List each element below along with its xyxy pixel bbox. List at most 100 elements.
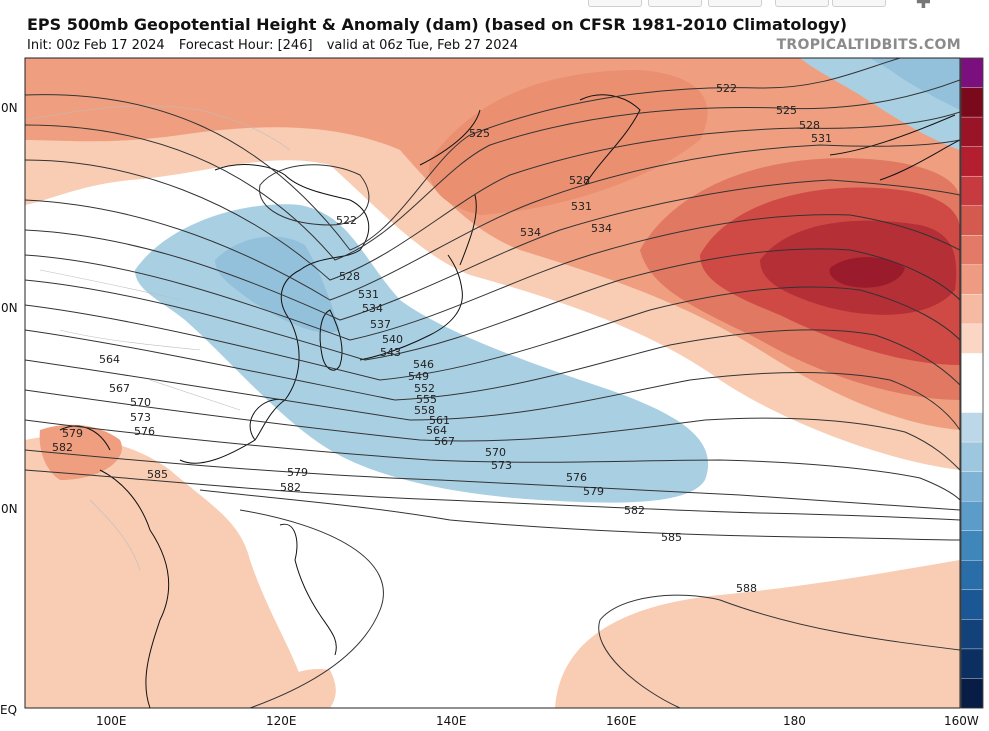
forecast-hour: Forecast Hour: [246]	[178, 38, 313, 53]
contour-label: 573	[491, 459, 512, 472]
colorbar-swatch	[960, 382, 984, 414]
contour-label: 582	[624, 504, 645, 517]
colorbar-swatch	[960, 294, 984, 325]
colorbar-swatch	[960, 175, 984, 207]
contour-label: 576	[134, 425, 155, 438]
colorbar-frame	[960, 57, 984, 709]
contour-label: 555	[416, 393, 437, 406]
contour-label: 546	[413, 358, 434, 371]
colorbar-swatch	[960, 560, 984, 591]
positive-anomaly-mid	[25, 58, 960, 480]
contour-label: 579	[583, 485, 604, 498]
contour-label: 582	[280, 481, 301, 494]
lon-label: 120E	[266, 714, 297, 728]
lon-label: 100E	[96, 714, 127, 728]
colorbar-swatch	[960, 87, 984, 118]
contour-label: 570	[485, 446, 506, 459]
contour-label: 564	[426, 424, 447, 437]
contour-label: 570	[130, 396, 151, 409]
contour-label: 552	[414, 382, 435, 395]
contour-label: 576	[566, 471, 587, 484]
latitude-labels: 0N 0N 0N EQ	[0, 101, 18, 717]
positive-anomaly-core	[640, 158, 960, 400]
plus-icon[interactable]: ✚	[915, 0, 931, 13]
colorbar-swatch	[960, 146, 984, 177]
lat-label: 0N	[1, 101, 18, 115]
colorbar-swatch	[960, 116, 984, 148]
contour-label: 579	[62, 427, 83, 440]
contour-label: 588	[736, 582, 757, 595]
lat-label: 0N	[1, 301, 18, 315]
map-subtitle: Init: 00z Feb 17 2024 Forecast Hour: [24…	[27, 38, 528, 53]
contour-label: 531	[571, 200, 592, 213]
colorbar-swatch	[960, 589, 984, 621]
map-area: 522 522 525 525 528 528 528 531 531 531 …	[25, 58, 960, 708]
colorbar-swatch	[960, 530, 984, 561]
toolbar-tab-2[interactable]	[648, 0, 702, 7]
lon-label: 140E	[436, 714, 467, 728]
toolbar-tab-4[interactable]	[775, 0, 829, 7]
contour-label: 534	[362, 302, 383, 315]
contour-label: 528	[339, 270, 360, 283]
contour-label: 579	[287, 466, 308, 479]
contour-label: 522	[336, 214, 357, 227]
contour-label: 531	[811, 132, 832, 145]
toolbar-tab-1[interactable]	[588, 0, 642, 7]
toolbar-tab-5[interactable]	[832, 0, 886, 7]
colorbar-swatch	[960, 412, 984, 443]
brand-watermark: TROPICALTIDBITS.COM	[776, 37, 961, 53]
lon-label: 160W	[944, 714, 979, 728]
colorbar-swatch	[960, 57, 984, 89]
contour-label: 525	[776, 104, 797, 117]
contour-label: 540	[382, 333, 403, 346]
map-title: EPS 500mb Geopotential Height & Anomaly …	[27, 15, 848, 34]
colorbar-swatch	[960, 323, 984, 355]
contour-label: 549	[408, 370, 429, 383]
coastlines	[59, 94, 960, 708]
borders	[25, 105, 291, 571]
colorbar-swatch	[960, 678, 984, 709]
contour-label: 567	[109, 382, 130, 395]
contour-label: 537	[370, 318, 391, 331]
contour-label: 543	[380, 346, 401, 359]
toolbar-tab-3[interactable]	[708, 0, 762, 7]
lon-label: 180	[783, 714, 806, 728]
contour-label: 561	[429, 414, 450, 427]
contour-label: 531	[358, 288, 379, 301]
colorbar	[960, 57, 984, 709]
colorbar-swatch	[960, 235, 984, 266]
colorbar-swatch	[960, 648, 984, 680]
colorbar-swatch	[960, 205, 984, 236]
map-frame	[24, 57, 961, 709]
contour-label: 573	[130, 411, 151, 424]
contour-label: 585	[661, 531, 682, 544]
contour-label: 567	[434, 435, 455, 448]
contour-label: 534	[520, 226, 541, 239]
colorbar-swatch	[960, 471, 984, 502]
colorbar-swatch	[960, 619, 984, 650]
contour-label: 528	[799, 119, 820, 132]
header: ✚ EPS 500mb Geopotential Height & Anomal…	[0, 0, 989, 58]
contour-labels: 522 522 525 525 528 528 528 531 531 531 …	[52, 82, 832, 595]
valid-time: valid at 06z Tue, Feb 27 2024	[326, 38, 519, 53]
colorbar-swatch	[960, 500, 984, 532]
lat-label: 0N	[1, 502, 18, 516]
contour-label: 522	[716, 82, 737, 95]
contour-label: 528	[569, 174, 590, 187]
contour-label: 582	[52, 441, 73, 454]
colorbar-swatch	[960, 264, 984, 296]
negative-anomaly-fill	[135, 58, 960, 503]
lon-label: 160E	[606, 714, 637, 728]
height-contours	[25, 58, 960, 708]
contour-label: 534	[591, 222, 612, 235]
lat-label: EQ	[0, 703, 17, 717]
contour-label: 564	[99, 353, 120, 366]
contour-label: 585	[147, 468, 168, 481]
colorbar-swatch	[960, 441, 984, 473]
longitude-labels: 100E 120E 140E 160E 180 160W	[96, 714, 979, 728]
colorbar-swatch	[960, 353, 984, 384]
contour-label: 558	[414, 404, 435, 417]
init-time: Init: 00z Feb 17 2024	[27, 38, 165, 53]
contour-label: 525	[469, 127, 490, 140]
